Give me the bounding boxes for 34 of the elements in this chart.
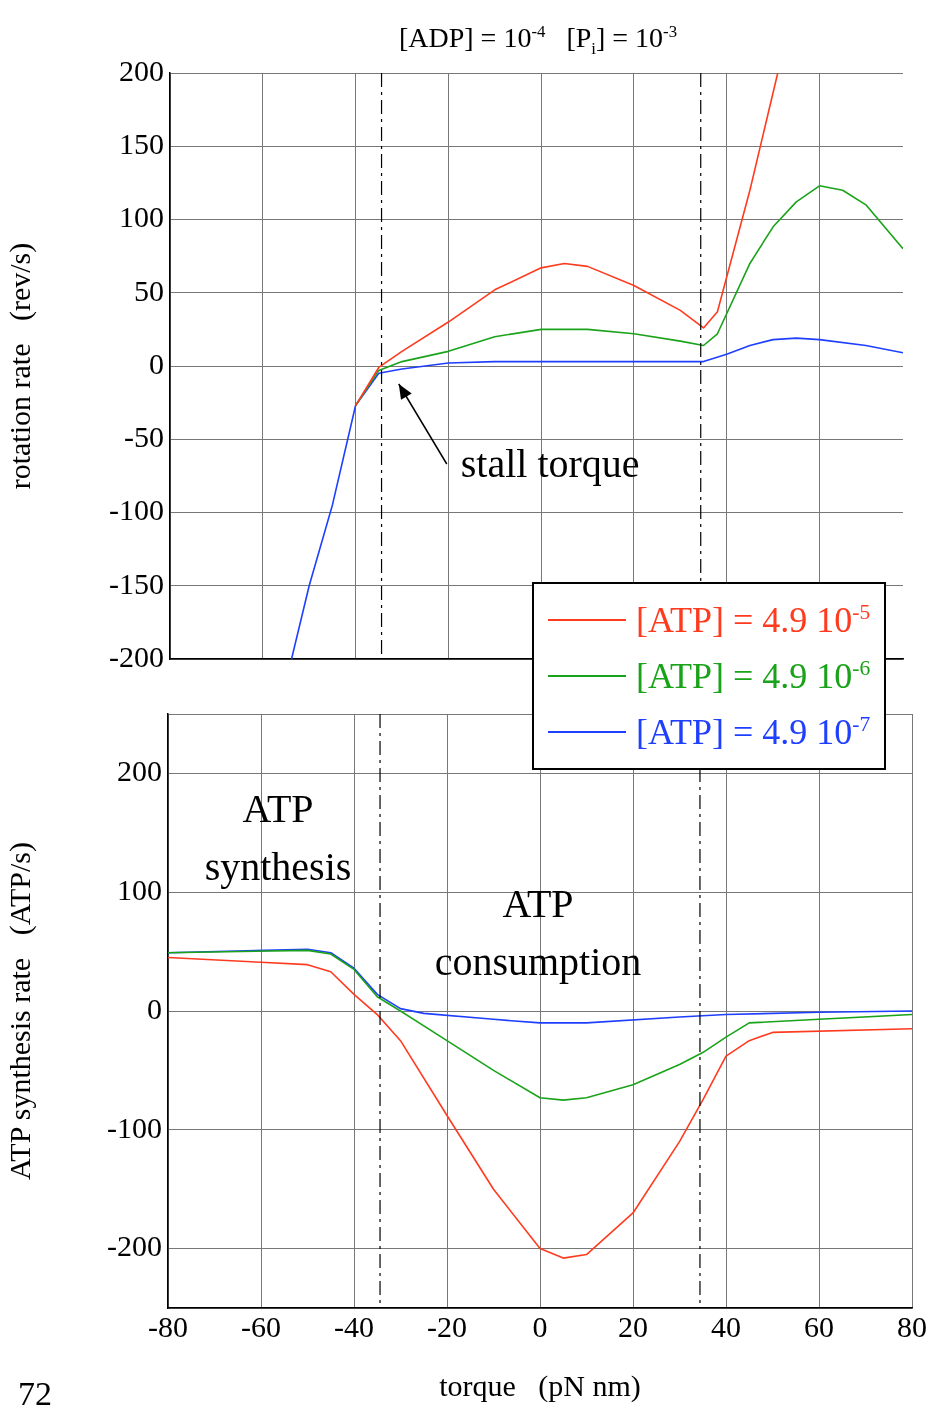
- x-tick-label: 60: [804, 1309, 834, 1343]
- y-tick-label: 0: [149, 346, 164, 380]
- y-tick-label: 200: [119, 53, 164, 87]
- y-tick-label: -100: [109, 493, 164, 527]
- annotation: stall torque: [460, 440, 640, 486]
- y-tick-label: -50: [124, 420, 164, 454]
- annotation: ATP consumption: [434, 880, 642, 986]
- y-tick-label: 150: [119, 127, 164, 161]
- y-tick-label: 50: [134, 273, 164, 307]
- y-tick-label: -150: [109, 566, 164, 600]
- y-tick-label: 100: [117, 873, 162, 907]
- y-tick-label: 0: [147, 991, 162, 1025]
- x-tick-label: -80: [148, 1309, 188, 1343]
- y-axis-title: rotation rate (rev/s): [2, 242, 37, 490]
- x-tick-label: -40: [334, 1309, 374, 1343]
- y-axis-title: ATP synthesis rate (ATP/s): [2, 841, 37, 1181]
- x-tick-label: -60: [241, 1309, 281, 1343]
- y-tick-label: 100: [119, 200, 164, 234]
- x-tick-label: -20: [427, 1309, 467, 1343]
- legend-label: [ATP] = 4.9 10$^{-5}$: [636, 599, 871, 641]
- y-tick-label: -200: [109, 639, 164, 673]
- x-tick-label: 20: [618, 1309, 648, 1343]
- chart-title: [ADP] = 10$^{-4}$ [P$_{i}$] = 10$^{-3}$: [398, 22, 678, 58]
- legend-label: [ATP] = 4.9 10$^{-7}$: [636, 711, 871, 753]
- y-tick-label: -100: [107, 1110, 162, 1144]
- legend-label: [ATP] = 4.9 10$^{-6}$: [636, 655, 871, 697]
- x-axis-title: torque (pN nm): [439, 1368, 641, 1403]
- y-tick-label: -200: [107, 1229, 162, 1263]
- x-tick-label: 0: [532, 1309, 548, 1343]
- text: 72: [18, 1374, 52, 1410]
- x-tick-label: 40: [711, 1309, 741, 1343]
- y-tick-label: 200: [117, 754, 162, 788]
- annotation: ATP synthesis: [204, 785, 352, 891]
- x-tick-label: 80: [897, 1309, 927, 1343]
